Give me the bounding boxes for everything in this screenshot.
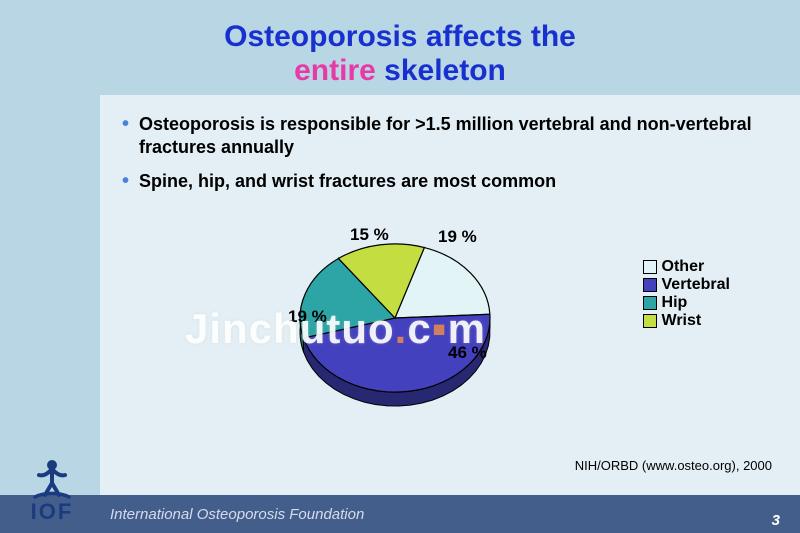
- legend-label: Hip: [662, 294, 688, 312]
- footer-bar: International Osteoporosis Foundation 3: [0, 495, 800, 533]
- chart-legend: OtherVertebralHipWrist: [643, 258, 730, 330]
- title-line-1: Osteoporosis affects the: [0, 20, 800, 54]
- pie-slice-label: 15 %: [350, 225, 389, 245]
- legend-label: Vertebral: [662, 276, 730, 294]
- legend-swatch: [643, 314, 657, 328]
- logo-figure-icon: [33, 459, 71, 497]
- content-panel: • Osteoporosis is responsible for >1.5 m…: [100, 95, 800, 495]
- legend-swatch: [643, 260, 657, 274]
- bullet-item: • Osteoporosis is responsible for >1.5 m…: [122, 113, 778, 158]
- source-citation: NIH/ORBD (www.osteo.org), 2000: [575, 458, 772, 473]
- page-number: 3: [772, 512, 780, 529]
- bullet-dot-icon: •: [122, 113, 129, 158]
- bullet-text: Spine, hip, and wrist fractures are most…: [139, 170, 556, 193]
- iof-logo: IOF: [12, 459, 92, 525]
- legend-swatch: [643, 278, 657, 292]
- slide-title: Osteoporosis affects the entire skeleton: [0, 0, 800, 102]
- legend-swatch: [643, 296, 657, 310]
- logo-text: IOF: [12, 499, 92, 525]
- footer-text: International Osteoporosis Foundation: [110, 506, 364, 523]
- legend-item: Other: [643, 258, 730, 276]
- legend-item: Wrist: [643, 312, 730, 330]
- pie-slice-label: 19 %: [438, 227, 477, 247]
- bullet-item: • Spine, hip, and wrist fractures are mo…: [122, 170, 778, 193]
- bullet-dot-icon: •: [122, 170, 129, 193]
- bullet-text: Osteoporosis is responsible for >1.5 mil…: [139, 113, 778, 158]
- watermark: Jinchutuo.c▪m: [185, 305, 486, 353]
- legend-label: Wrist: [662, 312, 702, 330]
- title-line-2: entire skeleton: [0, 54, 800, 88]
- title-part2: skeleton: [376, 54, 506, 87]
- legend-label: Other: [662, 258, 705, 276]
- legend-item: Hip: [643, 294, 730, 312]
- title-emphasis: entire: [294, 54, 376, 87]
- legend-item: Vertebral: [643, 276, 730, 294]
